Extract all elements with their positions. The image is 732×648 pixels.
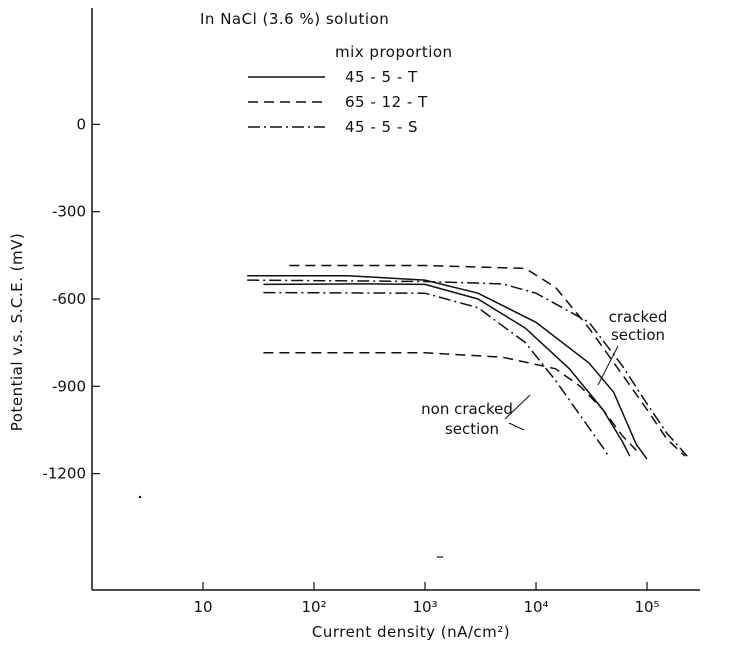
x-tick-label: 10² — [301, 598, 326, 616]
x-tick-label: 10⁵ — [634, 598, 659, 616]
legend-label: 45 - 5 - T — [345, 68, 418, 86]
y-tick-label: -1200 — [42, 465, 86, 483]
y-tick-label: -300 — [52, 203, 86, 221]
legend-label: 45 - 5 - S — [345, 118, 418, 136]
x-tick-label: 10⁴ — [523, 598, 548, 616]
annotation-non-cracked-line1: non cracked — [421, 400, 513, 418]
y-tick-label: -900 — [52, 377, 86, 395]
x-axis-label: Current density (nA/cm²) — [312, 623, 510, 641]
annotation-non-cracked-line2: section — [445, 420, 499, 438]
y-tick-label: 0 — [76, 115, 86, 133]
y-ticks: 0 -300 -600 -900 -1200 — [42, 115, 100, 483]
annotation-non-cracked-leader-2 — [508, 422, 525, 431]
y-tick-label: -600 — [52, 290, 86, 308]
series-curve-dashdot — [263, 291, 610, 457]
series-curve-solid — [247, 274, 648, 460]
legend-title: mix proportion — [335, 43, 453, 61]
chart-title: In NaCl (3.6 %) solution — [200, 10, 389, 28]
annotation-cracked-line2: section — [611, 326, 665, 344]
series-layer — [247, 264, 688, 460]
x-tick-label: 10 — [193, 598, 212, 616]
series-curve-dashdot — [247, 279, 688, 457]
legend-label: 65 - 12 - T — [345, 93, 428, 111]
annotation-cracked-leader — [597, 345, 619, 386]
x-ticks: 10 10² 10³ 10⁴ 10⁵ — [193, 582, 660, 616]
y-axis-label: Potential v.s. S.C.E. (mV) — [8, 233, 26, 431]
annotation-non-cracked: non cracked section — [421, 394, 531, 438]
annotation-non-cracked-leader — [504, 394, 531, 420]
series-curve-dashed — [289, 264, 686, 457]
speck — [138, 495, 142, 499]
annotation-cracked-line1: cracked — [609, 308, 668, 326]
series-curve-dashed — [263, 352, 637, 451]
legend: 45 - 5 - T 65 - 12 - T 45 - 5 - S — [248, 68, 428, 136]
annotation-cracked: cracked section — [597, 308, 668, 386]
x-tick-label: 10³ — [412, 598, 437, 616]
series-curve-solid — [263, 283, 631, 457]
